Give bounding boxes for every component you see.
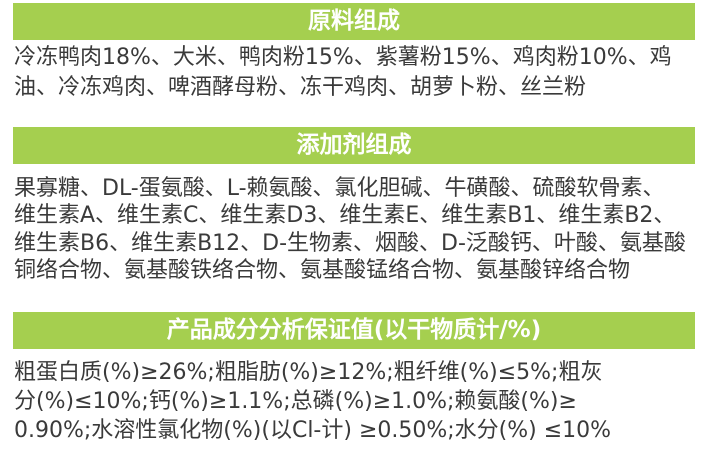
- raw-materials-line: 油、冷冻鸡肉、啤酒酵母粉、冻干鸡肉、胡萝卜粉、丝兰粉: [14, 75, 587, 100]
- additives-header: 添加剂组成: [13, 127, 695, 164]
- guaranteed-analysis-header: 产品成分分析保证值(以干物质计/%): [13, 312, 695, 349]
- guaranteed-analysis-line: 粗蛋白质(%)≥26%;粗脂肪(%)≥12%;粗纤维(%)≤5%;粗灰: [14, 360, 603, 385]
- additives-line: 维生素B6、维生素B12、D-生物素、烟酸、D-泛酸钙、叶酸、氨基酸: [14, 231, 686, 256]
- additives-line: 铜络合物、氨基酸铁络合物、氨基酸锰络合物、氨基酸锌络合物: [14, 258, 631, 283]
- raw-materials-header: 原料组成: [13, 3, 695, 40]
- additives-line: 维生素A、维生素C、维生素D3、维生素E、维生素B1、维生素B2、: [14, 203, 676, 228]
- guaranteed-analysis-line: 0.90%;水溶性氯化物(%)(以Cl-计) ≥0.50%;水分(%) ≤10%: [14, 418, 612, 443]
- additives-line: 果寡糖、DL-蛋氨酸、L-赖氨酸、氯化胆碱、牛磺酸、硫酸软骨素、: [14, 176, 665, 201]
- raw-materials-line: 冷冻鸭肉18%、大米、鸭肉粉15%、紫薯粉15%、鸡肉粉10%、鸡: [14, 45, 672, 70]
- guaranteed-analysis-line: 分(%)≤10%;钙(%)≥1.1%;总磷(%)≥1.0%;赖氨酸(%)≥: [14, 389, 577, 414]
